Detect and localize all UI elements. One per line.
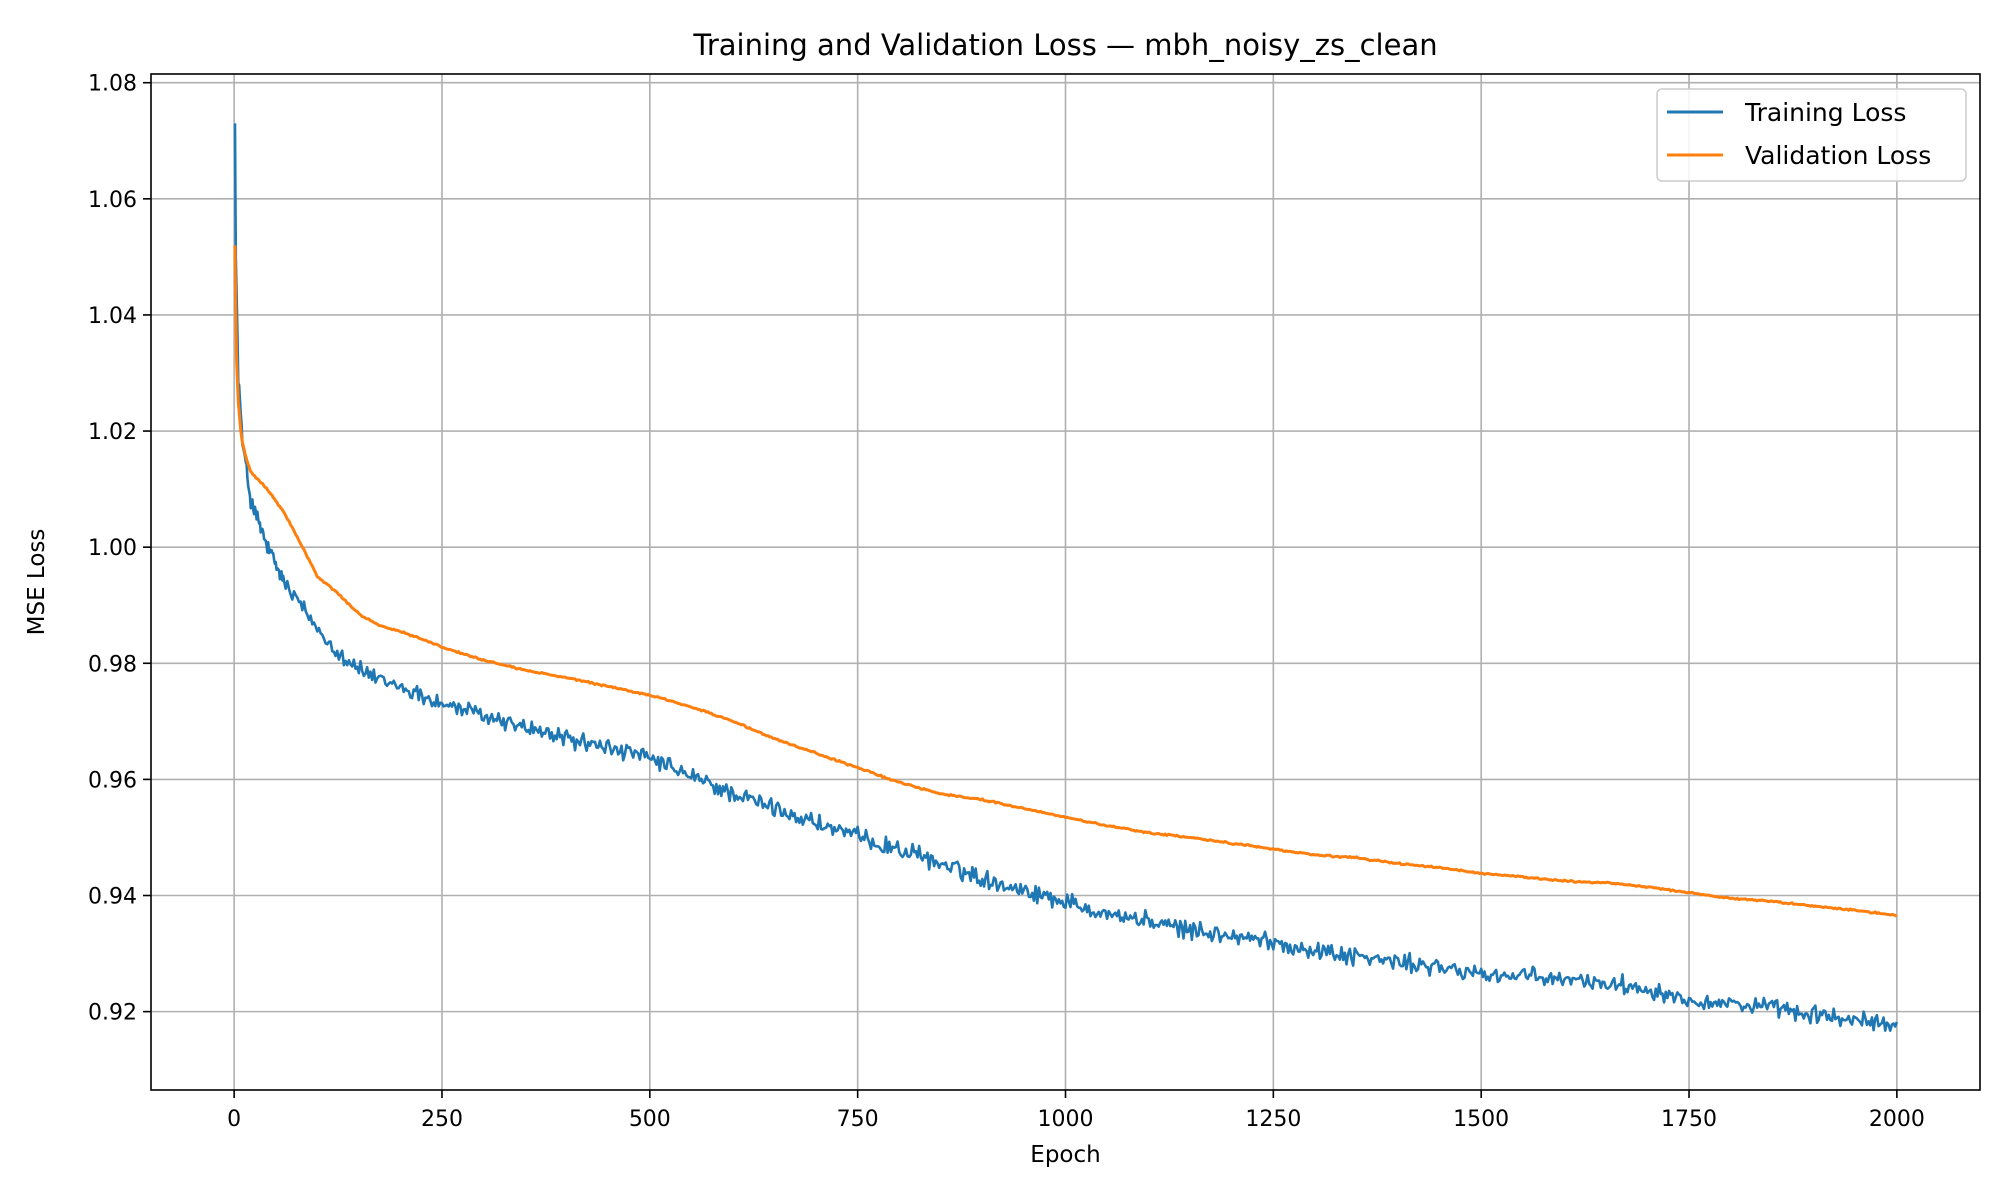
x-tick-label: 1750 <box>1661 1107 1717 1132</box>
y-tick-label: 0.98 <box>88 652 137 677</box>
y-tick-label: 0.92 <box>88 1001 137 1026</box>
x-axis-title: Epoch <box>1030 1142 1100 1168</box>
validation-loss-line <box>233 245 1898 918</box>
x-tick-label: 1000 <box>1038 1107 1094 1132</box>
x-tick-label: 0 <box>227 1107 241 1132</box>
series-layer <box>233 123 1899 1032</box>
y-tick-label: 1.00 <box>88 536 137 561</box>
x-tick-label: 2000 <box>1869 1107 1925 1132</box>
y-tick-label: 1.08 <box>88 72 137 97</box>
x-tick-label: 1500 <box>1453 1107 1509 1132</box>
chart-title: Training and Validation Loss — mbh_noisy… <box>692 28 1437 62</box>
legend-label: Training Loss <box>1744 98 1906 127</box>
legend: Training Loss Validation Loss <box>1656 88 1967 182</box>
y-tick-label: 1.06 <box>88 188 137 213</box>
legend-label: Validation Loss <box>1745 141 1931 170</box>
training-loss-line <box>233 123 1899 1032</box>
y-axis-title: MSE Loss <box>24 529 50 636</box>
y-tick-label: 1.04 <box>88 304 137 329</box>
y-tick-label: 0.94 <box>88 885 137 910</box>
x-tick-label: 250 <box>421 1107 463 1132</box>
legend-box <box>1656 88 1967 182</box>
y-tick-label: 0.96 <box>88 768 137 793</box>
x-tick-label: 1250 <box>1245 1107 1301 1132</box>
y-tick-label: 1.02 <box>88 420 137 445</box>
grid <box>151 74 1980 1090</box>
ticks: 0 250 500 750 1000 1250 1500 1750 2000 0.92 0.94 0.… <box>88 72 1925 1132</box>
x-tick-label: 750 <box>837 1107 879 1132</box>
x-tick-label: 500 <box>629 1107 671 1132</box>
